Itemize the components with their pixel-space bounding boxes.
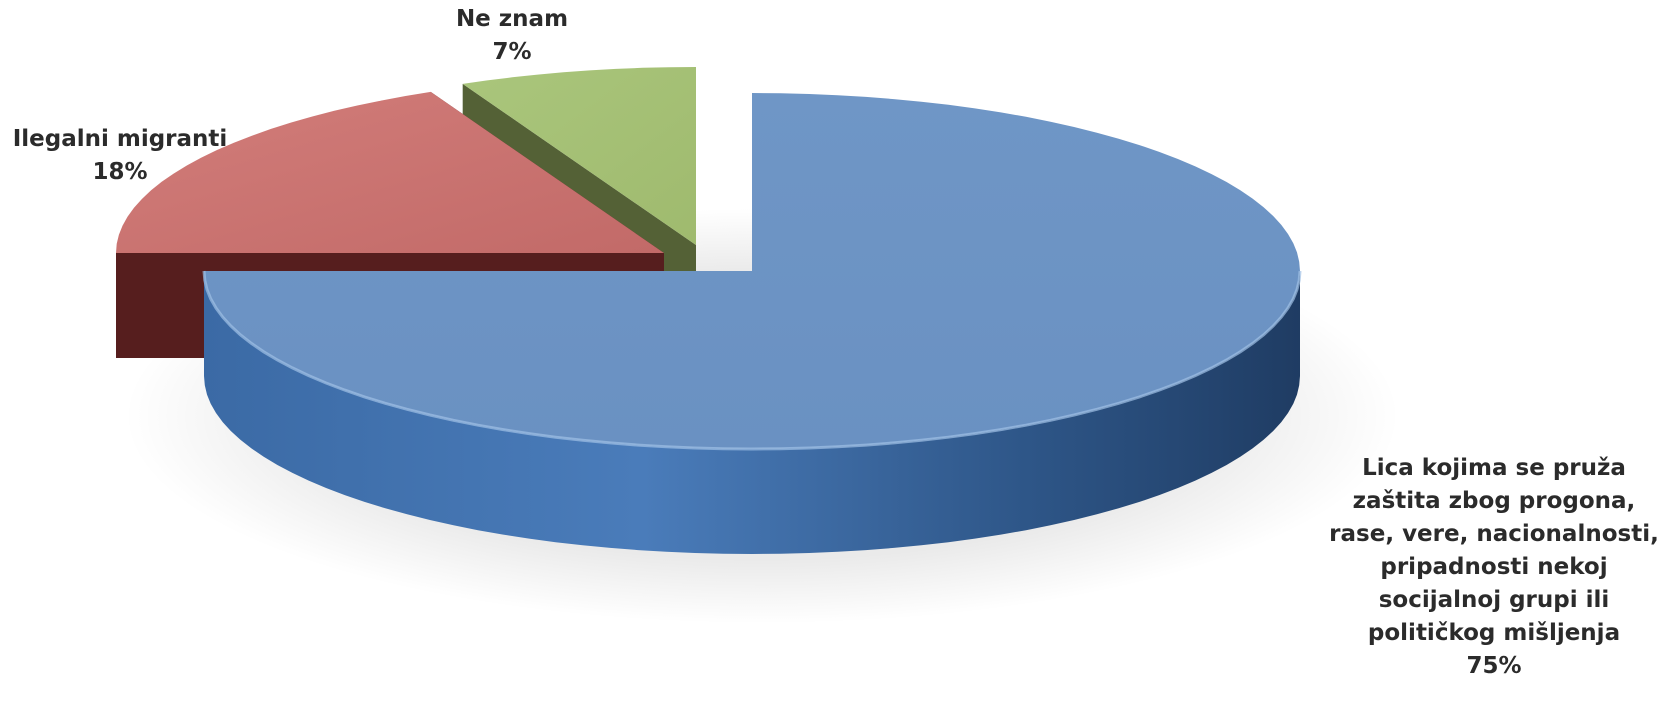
slice-name-lica-line-5: socijalnoj grupi ili <box>1378 587 1610 613</box>
slice-name-lica-line-6: političkog mišljenja <box>1367 620 1621 646</box>
pie-slices <box>116 67 1302 554</box>
slice-name-lica-line-4: pripadnosti nekoj <box>1380 554 1608 580</box>
slice-name-ilegalni-migranti: Ilegalni migranti <box>12 126 228 152</box>
slice-name-lica-line-3: rase, vere, nacionalnosti, <box>1329 521 1659 547</box>
pie-slice-top-ne-znam <box>462 67 696 245</box>
pie-slice-top-ilegalni-migranti <box>116 91 664 254</box>
pie-slice-lica <box>202 93 1302 554</box>
slice-label-lica: Lica kojima se pruža zaštita zbog progon… <box>1318 452 1670 683</box>
pie-slice-top-lica <box>204 93 1300 449</box>
slice-value-ne-znam: 7% <box>492 39 532 65</box>
slice-label-ilegalni-migranti: Ilegalni migranti 18% <box>0 123 240 189</box>
slice-name-ne-znam: Ne znam <box>455 6 569 32</box>
slice-value-ilegalni-migranti: 18% <box>92 159 148 185</box>
pie-slice-side-lica <box>204 271 1300 554</box>
slice-value-lica: 75% <box>1466 653 1522 679</box>
slice-label-ne-znam: Ne znam 7% <box>402 3 622 69</box>
slice-name-lica-line-1: Lica kojima se pruža <box>1362 455 1626 481</box>
pie-slice-rim-lica <box>202 270 1302 451</box>
slice-name-lica-line-2: zaštita zbog progona, <box>1352 488 1636 514</box>
